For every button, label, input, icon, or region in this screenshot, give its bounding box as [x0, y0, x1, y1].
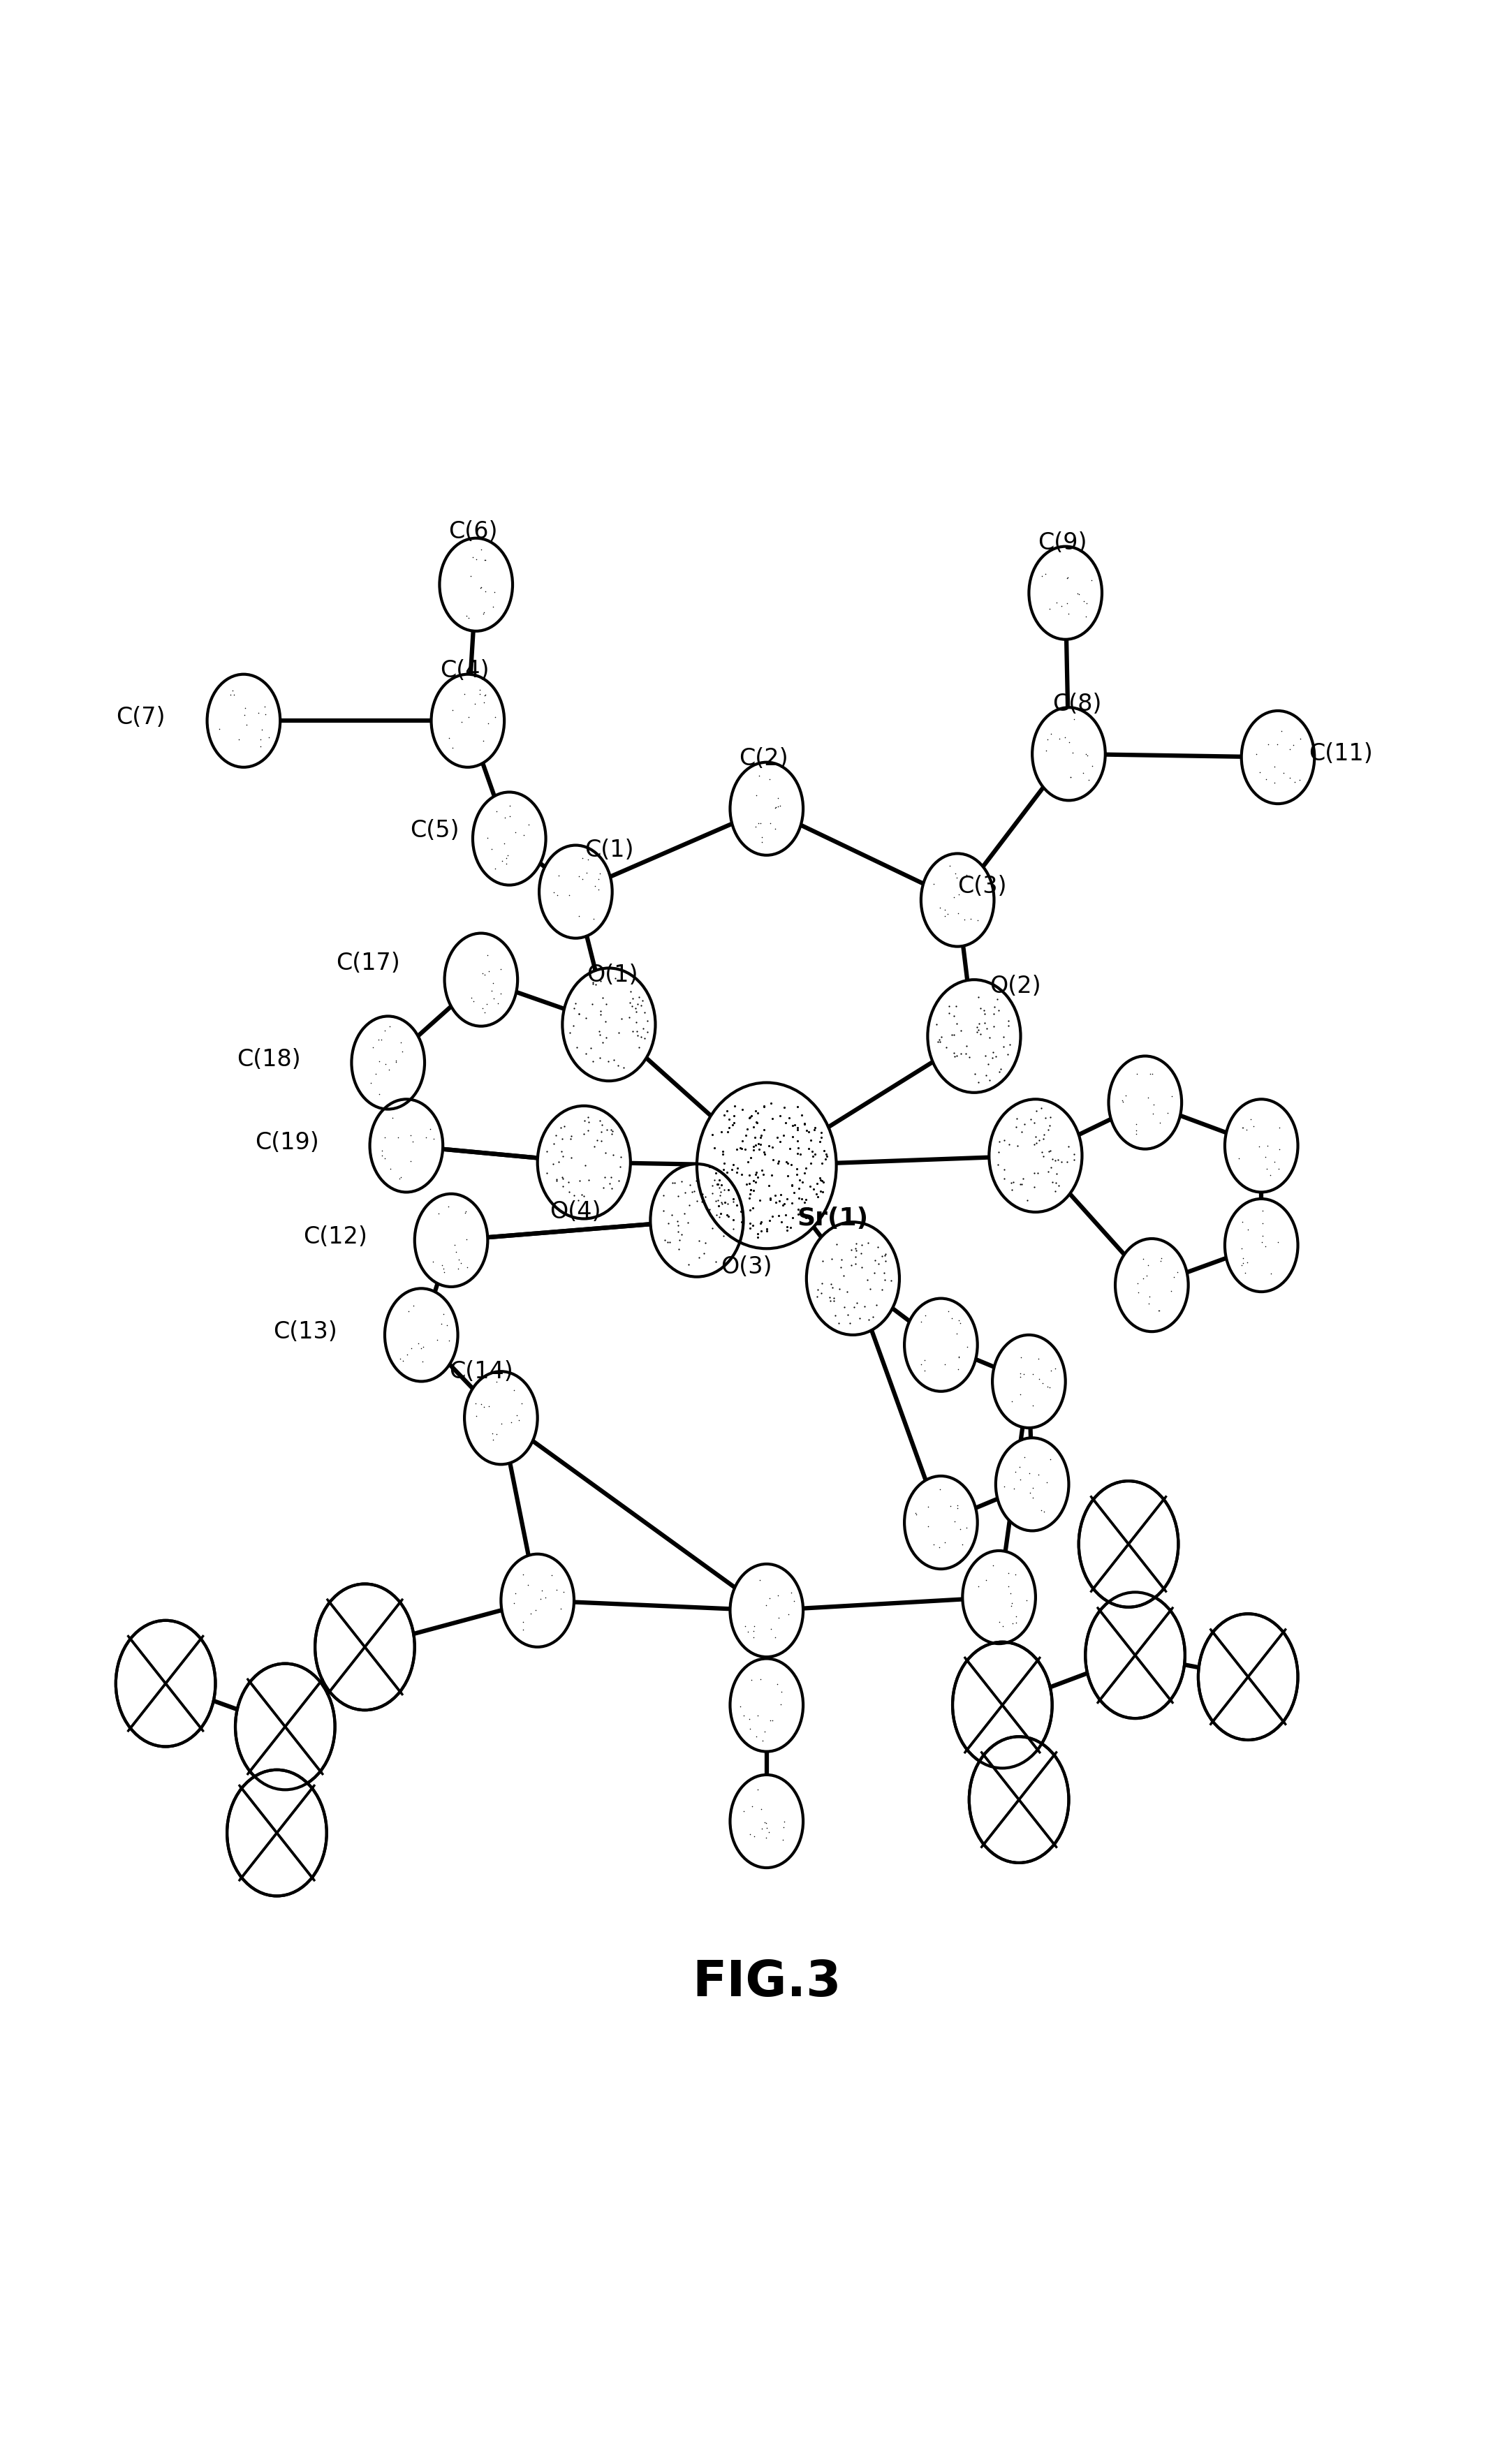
- Ellipse shape: [1198, 1614, 1298, 1740]
- Ellipse shape: [698, 1082, 837, 1249]
- Text: C(9): C(9): [1038, 532, 1086, 554]
- Ellipse shape: [537, 1106, 630, 1220]
- Ellipse shape: [236, 1663, 334, 1789]
- Ellipse shape: [115, 1621, 216, 1747]
- Text: C(3): C(3): [959, 875, 1007, 899]
- Ellipse shape: [730, 1658, 802, 1752]
- Text: C(13): C(13): [273, 1321, 338, 1343]
- Text: O(1): O(1): [586, 963, 638, 986]
- Text: C(5): C(5): [410, 818, 459, 843]
- Text: C(12): C(12): [303, 1225, 368, 1249]
- Text: FIG.3: FIG.3: [692, 1959, 842, 2006]
- Text: O(2): O(2): [990, 976, 1041, 998]
- Ellipse shape: [315, 1584, 414, 1710]
- Text: C(6): C(6): [448, 520, 498, 542]
- Ellipse shape: [730, 1774, 802, 1868]
- Ellipse shape: [904, 1476, 978, 1570]
- Ellipse shape: [501, 1555, 574, 1646]
- Ellipse shape: [414, 1195, 488, 1286]
- Ellipse shape: [1108, 1057, 1182, 1148]
- Ellipse shape: [444, 934, 518, 1025]
- Text: C(2): C(2): [738, 747, 788, 771]
- Ellipse shape: [1242, 710, 1314, 803]
- Text: C(1): C(1): [585, 838, 633, 862]
- Ellipse shape: [430, 675, 504, 766]
- Text: C(14): C(14): [448, 1360, 513, 1382]
- Ellipse shape: [989, 1099, 1082, 1212]
- Ellipse shape: [1226, 1200, 1298, 1291]
- Ellipse shape: [562, 968, 655, 1082]
- Ellipse shape: [807, 1222, 900, 1335]
- Text: O(3): O(3): [721, 1254, 772, 1279]
- Ellipse shape: [1114, 1239, 1188, 1331]
- Ellipse shape: [370, 1099, 442, 1193]
- Ellipse shape: [1226, 1099, 1298, 1193]
- Ellipse shape: [1029, 547, 1102, 638]
- Ellipse shape: [538, 845, 612, 939]
- Ellipse shape: [1078, 1481, 1179, 1607]
- Ellipse shape: [651, 1163, 744, 1276]
- Ellipse shape: [963, 1550, 1035, 1643]
- Ellipse shape: [465, 1372, 537, 1464]
- Text: C(11): C(11): [1310, 742, 1372, 766]
- Ellipse shape: [226, 1769, 327, 1895]
- Ellipse shape: [472, 791, 546, 885]
- Ellipse shape: [1032, 707, 1106, 801]
- Ellipse shape: [439, 537, 513, 631]
- Ellipse shape: [969, 1737, 1070, 1863]
- Ellipse shape: [904, 1299, 978, 1392]
- Ellipse shape: [1086, 1592, 1185, 1717]
- Text: C(18): C(18): [237, 1047, 300, 1072]
- Ellipse shape: [730, 761, 802, 855]
- Ellipse shape: [386, 1289, 458, 1382]
- Ellipse shape: [730, 1565, 802, 1656]
- Text: C(4): C(4): [439, 660, 489, 683]
- Text: C(8): C(8): [1053, 692, 1101, 715]
- Text: C(7): C(7): [115, 705, 165, 729]
- Text: O(4): O(4): [550, 1200, 602, 1225]
- Ellipse shape: [207, 675, 280, 766]
- Ellipse shape: [921, 853, 995, 946]
- Text: C(17): C(17): [336, 951, 400, 976]
- Text: Sr(1): Sr(1): [798, 1207, 868, 1230]
- Ellipse shape: [952, 1641, 1051, 1769]
- Ellipse shape: [996, 1439, 1070, 1530]
- Text: C(19): C(19): [255, 1131, 320, 1153]
- Ellipse shape: [351, 1015, 424, 1109]
- Ellipse shape: [927, 981, 1020, 1092]
- Ellipse shape: [993, 1335, 1065, 1427]
